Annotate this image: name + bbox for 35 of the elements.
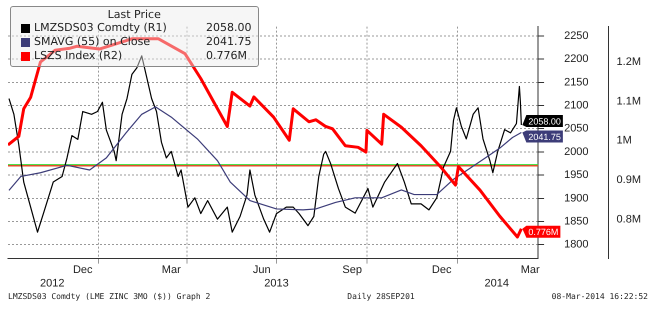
legend-title: Last Price <box>106 8 162 21</box>
text: 0.776M <box>206 49 247 62</box>
y2-tick-label: 1M <box>616 134 632 147</box>
y-tick-label: 1800 <box>564 238 589 251</box>
y-tick-label: 2150 <box>564 76 589 88</box>
x-tick-label: Mar <box>162 264 182 276</box>
x2-tick-label: 2012 <box>40 277 64 290</box>
legend-label: LMZSDS03 Comdty (R1) <box>34 21 168 35</box>
x-tick-label: Mar <box>520 264 540 276</box>
y2-tick-label: 1.2M <box>616 56 642 68</box>
x2-tick-label: 2013 <box>264 277 289 290</box>
y-tick-label: 1900 <box>564 192 589 204</box>
y2-tick-label: 0.8M <box>616 213 642 226</box>
y-tick-label: 2100 <box>564 100 589 112</box>
text: 08-Mar-2014 16:22:52 <box>552 292 648 301</box>
y-tick-label: 2250 <box>564 30 589 42</box>
data-label: 0.776M <box>528 227 558 238</box>
text: 2058.00 <box>206 21 252 34</box>
y-tick-label: 1850 <box>564 216 589 228</box>
y-tick-label: 2050 <box>564 122 589 135</box>
x-tick-label: Sep <box>342 264 362 276</box>
x-tick-label: Jun <box>252 264 271 276</box>
y2-tick-label: 0.9M <box>616 174 642 186</box>
x2-tick-label: 2014 <box>484 277 510 290</box>
data-label: 2058.00 <box>528 116 561 126</box>
text: 2041.75 <box>206 35 252 48</box>
text: Daily 28SEP201 <box>347 292 415 301</box>
x-tick-label: Dec <box>432 264 452 276</box>
y-tick-label: 2200 <box>564 53 589 66</box>
x-tick-label: Dec <box>72 264 94 276</box>
y-tick-label: 2000 <box>564 146 589 158</box>
y2-tick-label: 1.1M <box>616 95 642 108</box>
y-tick-label: 1950 <box>564 169 589 182</box>
text: LMZSDS03 Comdty (LME ZINC 3MO ($)) Graph 2 <box>8 292 210 301</box>
data-label: 2041.75 <box>528 132 561 142</box>
